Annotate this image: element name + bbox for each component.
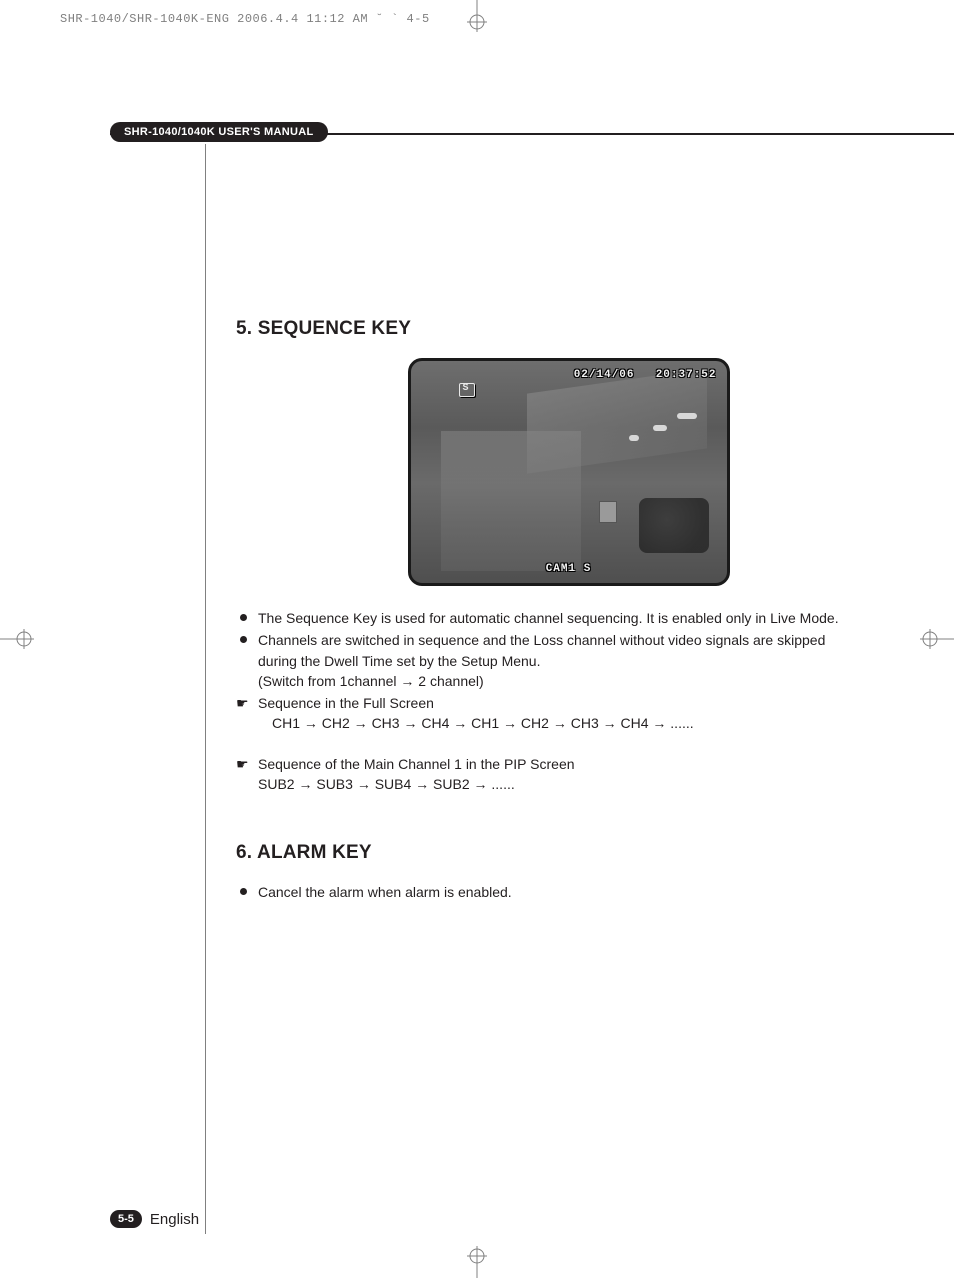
page-footer: 5-5 English	[110, 1210, 199, 1228]
list-text: The Sequence Key is used for automatic c…	[258, 610, 839, 626]
column-rule	[205, 144, 206, 1234]
osd-date: 02/14/06	[574, 369, 635, 381]
crop-mark-right	[910, 619, 954, 659]
spacer	[236, 736, 901, 754]
osd-camera-label: CAM1 S	[546, 563, 592, 575]
list-text: CH1 → CH2 → CH3 → CH4 → CH1 → CH2 → CH3 …	[258, 713, 901, 733]
alarm-key-list: Cancel the alarm when alarm is enabled.	[236, 882, 901, 902]
header-bar: SHR-1040/1040K USER'S MANUAL	[110, 122, 954, 144]
bg-light	[629, 435, 639, 441]
bg-wall	[441, 431, 581, 571]
print-header: SHR-1040/SHR-1040K-ENG 2006.4.4 11:12 AM…	[60, 12, 430, 26]
manual-title-pill: SHR-1040/1040K USER'S MANUAL	[110, 122, 328, 142]
screenshot-container: 02/14/06 20:37:52 CAM1 S	[236, 358, 901, 586]
list-item: Cancel the alarm when alarm is enabled.	[236, 882, 901, 902]
bg-panel	[599, 501, 617, 523]
sequence-icon	[459, 383, 475, 397]
list-item: Sequence of the Main Channel 1 in the PI…	[236, 754, 901, 795]
section-alarm-key: 6. ALARM KEY Cancel the alarm when alarm…	[236, 842, 901, 902]
list-text: during the Dwell Time set by the Setup M…	[258, 651, 901, 671]
crop-mark-bottom	[457, 1238, 497, 1278]
crop-mark-top	[457, 0, 497, 40]
dvr-screenshot: 02/14/06 20:37:52 CAM1 S	[408, 358, 730, 586]
footer-language: English	[150, 1211, 199, 1228]
main-content: 5. SEQUENCE KEY 02/14/06 20:37:52 CAM1 S…	[236, 318, 901, 905]
sequence-key-list: The Sequence Key is used for automatic c…	[236, 608, 901, 734]
bg-light	[677, 413, 697, 419]
list-text: Sequence in the Full Screen	[258, 693, 901, 713]
section-title-sequence-key: 5. SEQUENCE KEY	[236, 318, 901, 340]
list-text: (Switch from 1channel → 2 channel)	[258, 671, 901, 691]
list-text: Sequence of the Main Channel 1 in the PI…	[258, 754, 901, 774]
section-title-alarm-key: 6. ALARM KEY	[236, 842, 901, 864]
page-number-badge: 5-5	[110, 1210, 142, 1228]
sequence-key-list-2: Sequence of the Main Channel 1 in the PI…	[236, 754, 901, 795]
crop-mark-left	[0, 619, 44, 659]
list-item: Channels are switched in sequence and th…	[236, 630, 901, 691]
list-text: Channels are switched in sequence and th…	[258, 630, 901, 650]
list-item: Sequence in the Full Screen CH1 → CH2 → …	[236, 693, 901, 734]
list-item: The Sequence Key is used for automatic c…	[236, 608, 901, 628]
list-text: SUB2 → SUB3 → SUB4 → SUB2 → ......	[258, 774, 901, 794]
bg-light	[653, 425, 667, 431]
list-text: Cancel the alarm when alarm is enabled.	[258, 884, 512, 900]
osd-time: 20:37:52	[656, 369, 717, 381]
bg-cables	[639, 498, 709, 553]
